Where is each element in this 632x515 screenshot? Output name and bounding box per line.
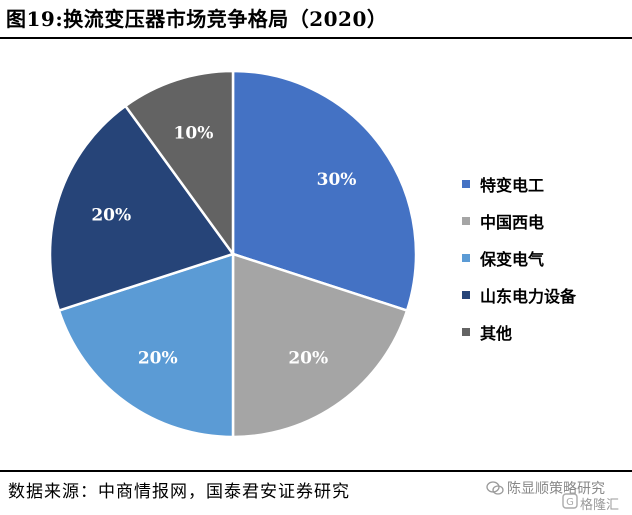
legend-swatch [462, 327, 470, 336]
legend-label: 保变电气 [480, 249, 545, 269]
pie-slice-3 [57, 252, 235, 439]
watermark-secondary: 格隆汇 [580, 498, 620, 513]
legend-item-1: 特变电工 [462, 165, 576, 202]
legend-label: 其他 [480, 323, 513, 343]
legend-item-4: 山东电力设备 [462, 276, 576, 313]
legend-swatch [462, 216, 470, 225]
chart-legend: 特变电工中国西电保变电气山东电力设备 其他 [462, 165, 576, 350]
legend-item-2: 中国西电 [462, 202, 576, 239]
top-rule [0, 37, 632, 39]
pie-slice-1 [231, 69, 418, 313]
pie-slice-5 [123, 69, 235, 258]
watermark-primary: 陈显顺策略研究 [507, 481, 605, 497]
legend-label: 特变电工 [480, 175, 545, 195]
watermark-logo-icon: G [562, 493, 578, 509]
legend-item-3: 保变电气 [462, 239, 576, 276]
pie-slice-4 [48, 104, 236, 313]
pie-data-label-5: 10% [174, 123, 214, 143]
legend-label: 中国西电 [480, 212, 545, 232]
pie-data-label-4: 20% [91, 205, 131, 225]
pie-data-label-3: 20% [138, 349, 178, 369]
legend-swatch [462, 253, 470, 262]
legend-item-5: 其他 [462, 313, 576, 350]
pie-slice-2 [231, 252, 409, 439]
wechat-icon [486, 481, 504, 495]
legend-swatch [462, 179, 470, 188]
pie-data-label-2: 20% [288, 349, 328, 369]
svg-text:G: G [566, 497, 574, 508]
source-note: 数据来源：中商情报网，国泰君安证券研究 [8, 482, 350, 502]
legend-swatch [462, 290, 470, 299]
bottom-rule [0, 470, 632, 472]
figure-title: 图19:换流变压器市场竞争格局（2020） [6, 7, 388, 31]
legend-label: 山东电力设备 [480, 286, 577, 306]
pie-data-label-1: 30% [317, 170, 357, 190]
pie-chart: 30% 20% 20% 20% 10% [48, 69, 418, 439]
